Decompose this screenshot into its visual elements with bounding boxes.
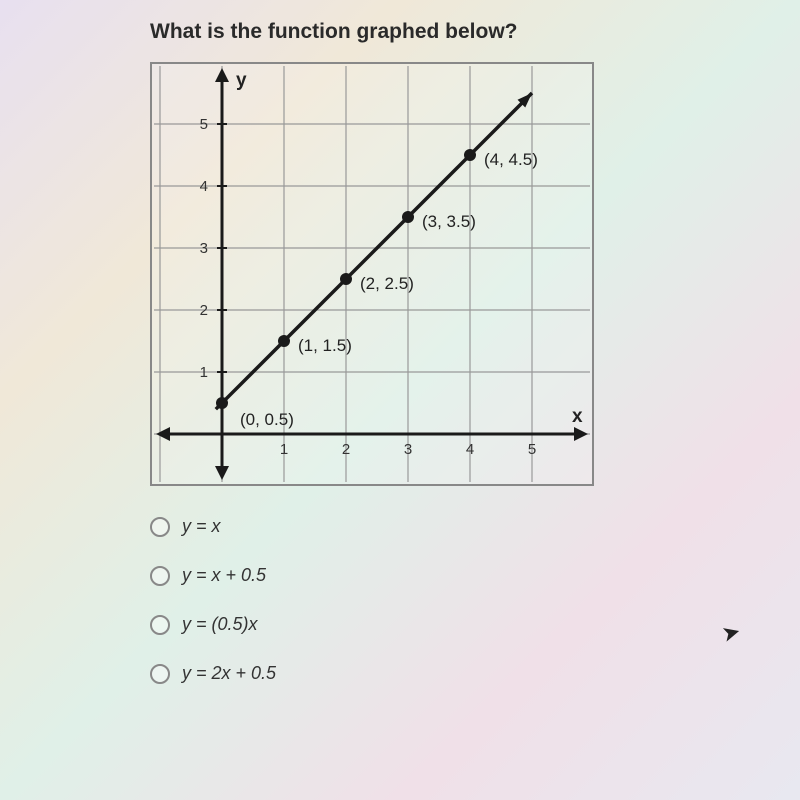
svg-text:4: 4 <box>200 178 208 195</box>
answer-option-2[interactable]: y = (0.5)x <box>150 614 800 635</box>
svg-text:2: 2 <box>342 441 350 458</box>
question-text: What is the function graphed below? <box>150 20 800 44</box>
radio-icon[interactable] <box>150 517 170 537</box>
answer-option-1[interactable]: y = x + 0.5 <box>150 565 800 586</box>
answer-option-0[interactable]: y = x <box>150 516 800 537</box>
svg-text:3: 3 <box>200 240 208 257</box>
option-label: y = x + 0.5 <box>182 565 266 586</box>
svg-text:(3, 3.5): (3, 3.5) <box>422 212 476 231</box>
svg-text:y: y <box>236 70 247 91</box>
radio-icon[interactable] <box>150 566 170 586</box>
svg-text:5: 5 <box>200 116 208 133</box>
radio-icon[interactable] <box>150 615 170 635</box>
svg-text:2: 2 <box>200 302 208 319</box>
answer-option-3[interactable]: y = 2x + 0.5 <box>150 663 800 684</box>
svg-text:(1, 1.5): (1, 1.5) <box>298 336 352 355</box>
svg-text:x: x <box>572 406 583 427</box>
svg-text:(4, 4.5): (4, 4.5) <box>484 150 538 169</box>
option-label: y = x <box>182 516 221 537</box>
svg-text:1: 1 <box>280 441 288 458</box>
function-graph: 1 2 3 4 5 1 2 3 4 5 y x (0, 0.5) (1, 1.5) (2, 2.5) (3, … <box>150 62 594 486</box>
svg-text:5: 5 <box>528 441 536 458</box>
svg-text:4: 4 <box>466 441 474 458</box>
answer-options: y = x y = x + 0.5 y = (0.5)x y = 2x + 0.5 <box>150 516 800 684</box>
option-label: y = (0.5)x <box>182 614 258 635</box>
radio-icon[interactable] <box>150 664 170 684</box>
svg-text:(0, 0.5): (0, 0.5) <box>240 410 294 429</box>
option-label: y = 2x + 0.5 <box>182 663 276 684</box>
svg-text:1: 1 <box>200 364 208 381</box>
svg-text:(2, 2.5): (2, 2.5) <box>360 274 414 293</box>
svg-text:3: 3 <box>404 441 412 458</box>
